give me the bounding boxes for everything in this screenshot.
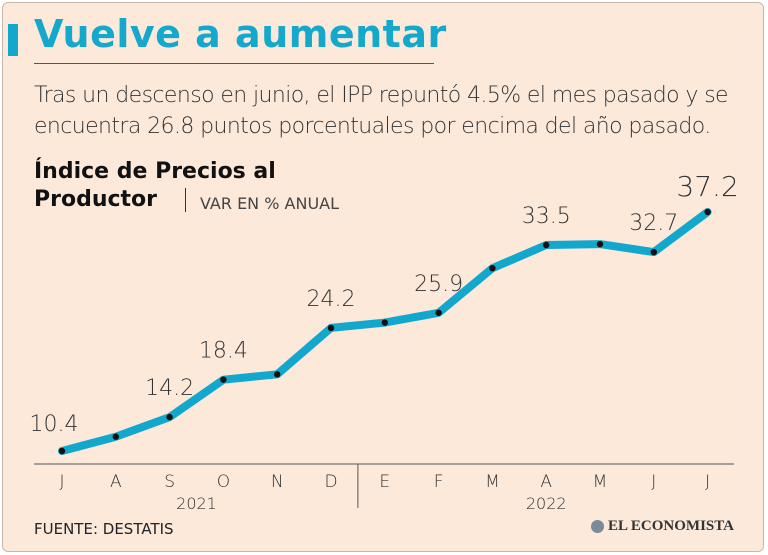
data-point-9 (543, 241, 550, 249)
data-label-11: 32.7 (629, 211, 678, 236)
x-tick-label-8: M (485, 472, 500, 492)
data-point-1 (112, 433, 120, 440)
data-point-8 (489, 264, 496, 272)
unit-divider (185, 188, 186, 212)
data-point-6 (381, 319, 388, 326)
x-tick-label-0: J (59, 472, 64, 492)
x-tick-label-1: A (110, 472, 122, 492)
source-note: FUENTE: DESTATIS (34, 520, 174, 538)
data-point-2 (166, 413, 173, 421)
data-label-7: 25.9 (414, 272, 463, 297)
x-tick-label-10: M (593, 472, 608, 492)
page-title: Vuelve a aumentar (34, 12, 447, 56)
data-label-0: 10.4 (30, 412, 79, 437)
x-tick-label-3: O (217, 472, 230, 492)
x-tick-label-5: D (324, 472, 337, 492)
year-label-2022: 2022 (526, 494, 567, 513)
x-tick-label-9: A (540, 472, 552, 492)
x-tick-label-12: J (705, 472, 710, 492)
data-point-10 (596, 240, 604, 248)
year-label-2021: 2021 (176, 494, 217, 513)
title-divider (34, 63, 434, 64)
data-point-11 (650, 248, 657, 256)
title-accent-bar (8, 24, 18, 56)
brand-name: EL ECONOMISTA (608, 518, 734, 534)
chart-title: Índice de Precios al Productor (34, 159, 276, 212)
subtitle: Tras un descenso en junio, el IPP repunt… (34, 83, 729, 139)
data-point-0 (58, 447, 66, 455)
x-tick-label-4: N (271, 472, 284, 492)
data-point-5 (327, 324, 335, 332)
data-point-7 (435, 309, 442, 316)
data-label-5: 24.2 (307, 287, 356, 312)
data-point-4 (274, 371, 281, 378)
x-tick-label-11: J (651, 472, 656, 492)
series-line-ipp (58, 208, 712, 455)
data-point-3 (220, 376, 227, 383)
brand-logo: EL ECONOMISTA (591, 518, 734, 535)
data-label-3: 18.4 (199, 339, 248, 364)
data-label-2: 14.2 (145, 376, 194, 401)
chart-unit: VAR EN % ANUAL (200, 194, 340, 213)
x-tick-label-2: S (164, 472, 175, 492)
data-label-9: 33.5 (522, 204, 571, 229)
x-tick-label-7: F (434, 472, 444, 492)
data-label-12: 37.2 (676, 170, 738, 203)
el-economista-logo-icon (591, 520, 604, 533)
x-tick-label-6: E (379, 472, 390, 492)
data-point-12 (704, 208, 711, 216)
